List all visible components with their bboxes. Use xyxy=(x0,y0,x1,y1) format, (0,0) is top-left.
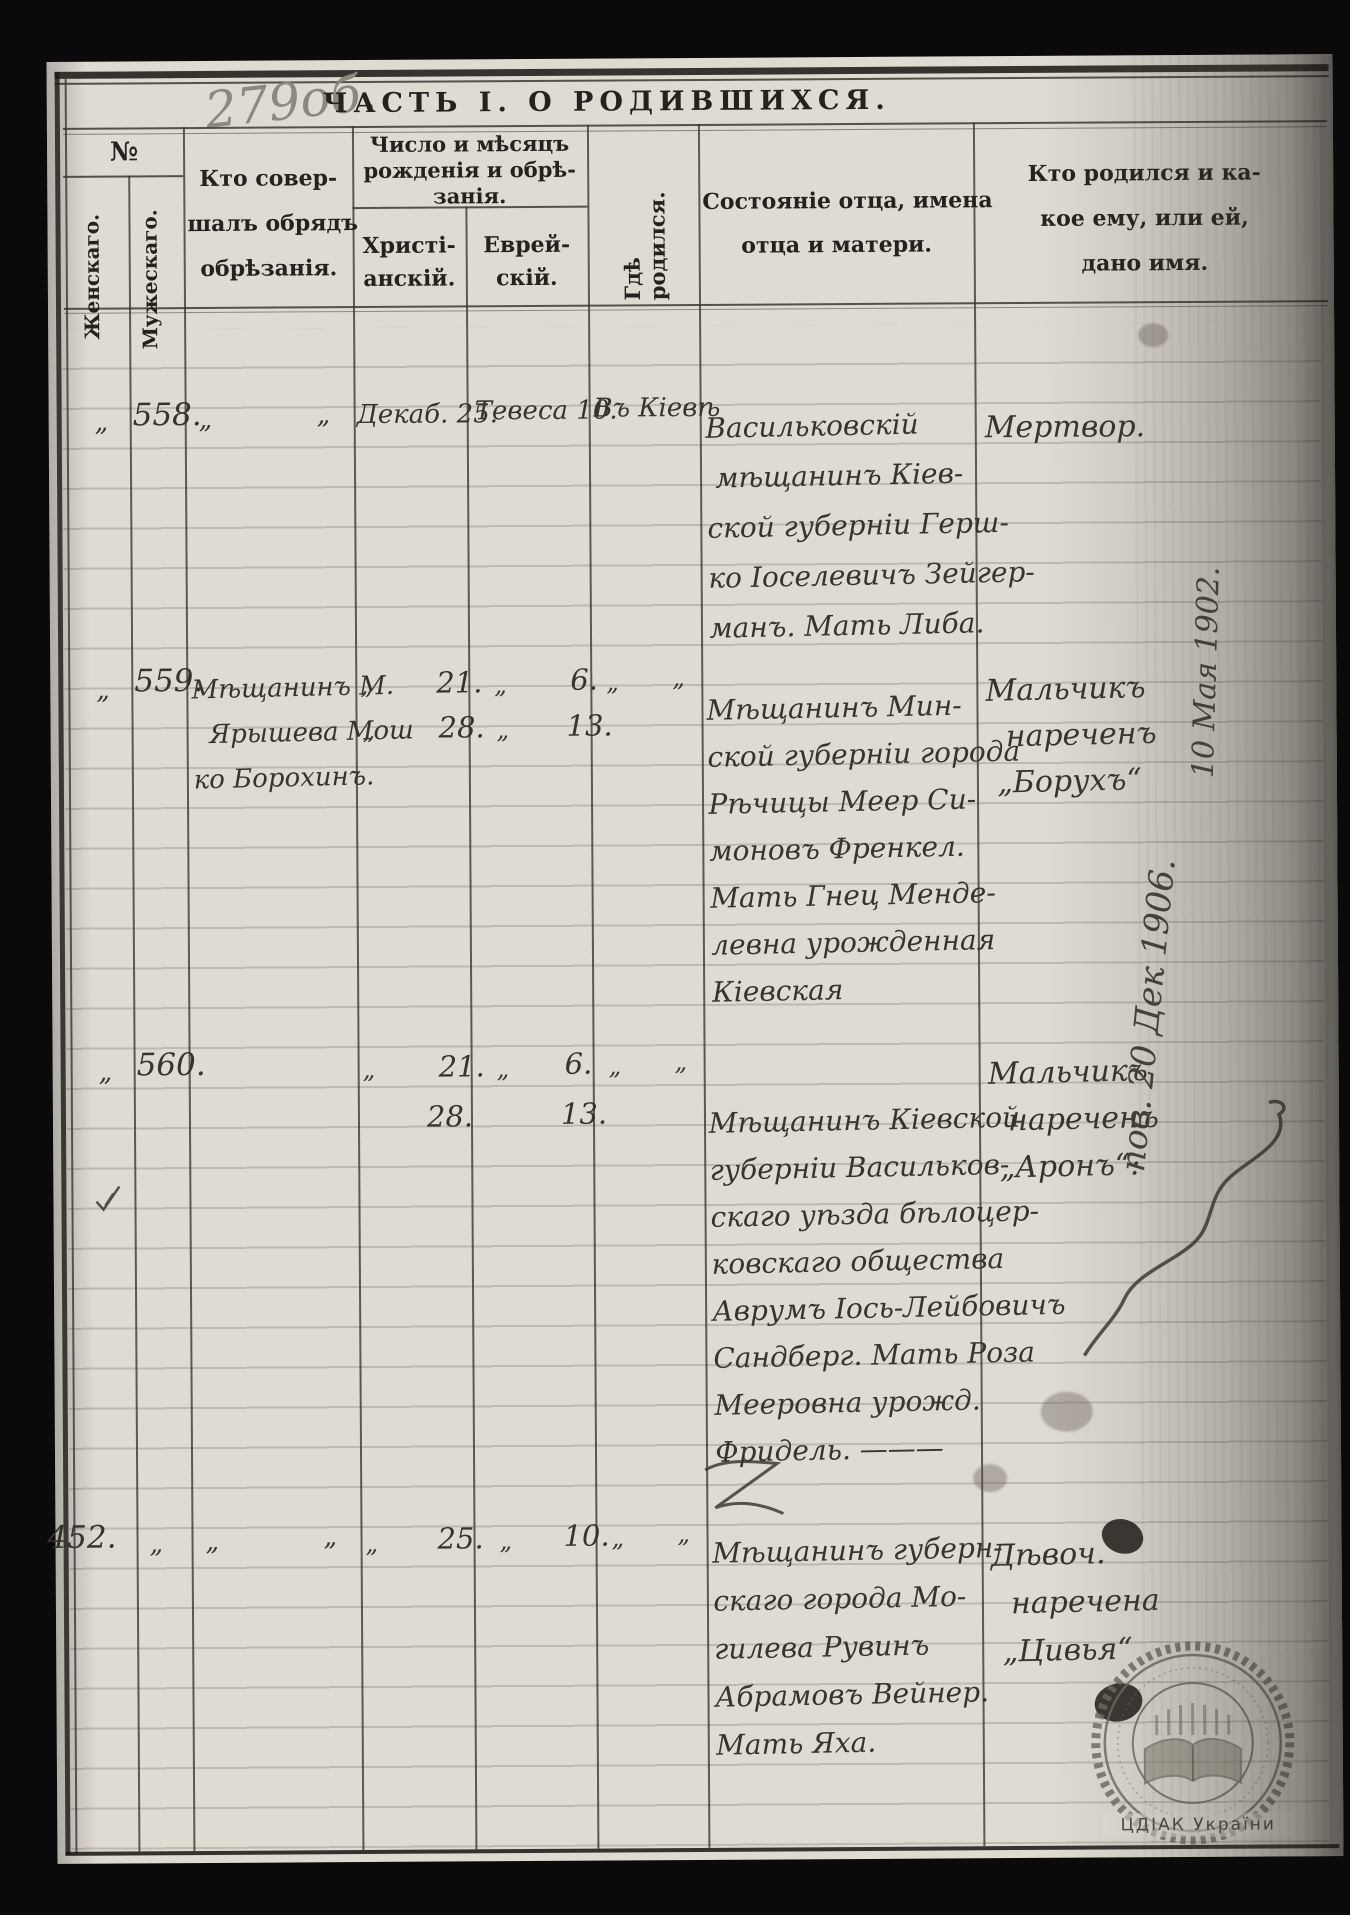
where-ditto-right-559: „ xyxy=(672,664,685,693)
check-mark-ink xyxy=(95,1185,121,1212)
where-ditto-right-560: „ xyxy=(674,1048,688,1077)
entry-number-560: 560. xyxy=(136,1046,206,1084)
male-ditto-452: „ xyxy=(149,1529,164,1560)
archive-stamp-caption: ЦДІАК України xyxy=(1103,1812,1294,1838)
where-ditto-right-452: „ xyxy=(677,1520,691,1549)
father-info-558: Васильковскій мѣщанинъ Кіев-ской губерні… xyxy=(705,407,1036,645)
child-name-558: Мертвор. xyxy=(984,409,1146,446)
female-ditto-560: „ xyxy=(98,1057,113,1088)
col-line-christian-jewish xyxy=(465,206,478,1850)
where-ditto-left-452: „ xyxy=(611,1524,625,1553)
where-born-558: Въ Кіевѣ xyxy=(593,392,721,424)
christian-ditto-1-559: „ xyxy=(360,671,373,701)
jewish-ditto-1-560: „ xyxy=(496,1055,510,1084)
smudge-1 xyxy=(1040,1391,1093,1432)
header-jewish-date: Еврей-скій. xyxy=(483,231,571,292)
header-officiant: Кто совер-шалъ обрядъ обрѣзанія. xyxy=(187,165,359,283)
record-560: „ 560. „ 21. 28. „ 6. 13. „ „ Мѣщанинъ К… xyxy=(47,54,1333,1515)
record-452: 452. „ „ „ „ 25. „ 10. „ „ Мѣщанинъ губе… xyxy=(47,54,1333,1762)
entry-number-452: 452. xyxy=(47,1519,117,1556)
pen-flourish-560 xyxy=(1082,1099,1286,1357)
jewish-2-559: 13. xyxy=(566,708,613,743)
christian-1-559: 21. xyxy=(436,665,483,700)
female-ditto-558: „ xyxy=(94,407,109,438)
father-info-560: Мѣщанинъ Кіевской губерніи Васильков-скаг… xyxy=(708,1100,1066,1469)
record-558: „ 558. „ „ Декаб. 25. Тевеса 10. Въ Кіев… xyxy=(47,54,1333,645)
christian-2-559: 28. xyxy=(438,710,485,745)
smudge-3 xyxy=(1138,323,1169,348)
col-line-where-father xyxy=(697,123,711,1848)
christian-1-560: 21. xyxy=(438,1049,485,1084)
officiant-ditto-left-452: „ xyxy=(205,1526,220,1558)
jewish-ditto-1-452: „ xyxy=(499,1527,513,1556)
document-page: 279об. ЧАСТЬ I. О РОДИВШИХСЯ. № Женскаго… xyxy=(46,54,1344,1864)
christian-2-560: 28. xyxy=(426,1099,474,1134)
female-ditto-559: „ xyxy=(96,675,110,706)
page-title: ЧАСТЬ I. О РОДИВШИХСЯ. xyxy=(322,84,891,120)
header-where-born: Гдѣ родился. xyxy=(619,191,670,301)
record-559: „ 559. Мѣщанинъ М. Ярышева Мош ко Борохин… xyxy=(47,54,1333,1009)
officiant-559: Мѣщанинъ М. Ярышева Мош ко Борохинъ. xyxy=(191,670,415,796)
page-fold-line xyxy=(1319,120,1333,1845)
header-child-name: Кто родился и ка-кое ему, или ей, дано им… xyxy=(1027,159,1261,277)
header-father: Состояніе отца, имена отца и матери. xyxy=(702,187,993,259)
christian-ditto-2-559: „ xyxy=(362,716,376,746)
jewish-1-452: 10. xyxy=(563,1518,610,1553)
jewish-1-560: 6. xyxy=(564,1046,593,1081)
christian-ditto-1-452: „ xyxy=(365,1529,379,1559)
open-book-icon xyxy=(1143,1702,1243,1785)
officiant-ditto-right-558: „ xyxy=(316,400,331,431)
number-header-underline xyxy=(63,175,184,178)
father-info-559: Мѣщанинъ Мин-ской губерніи города Рѣчицы … xyxy=(706,688,1021,1009)
header-number-sign: № xyxy=(109,137,139,168)
jewish-ditto-2-559: „ xyxy=(496,716,510,745)
col-line-male-officiant xyxy=(182,127,196,1852)
where-ditto-left-559: „ xyxy=(606,668,619,697)
entry-number-558: 558. xyxy=(132,397,202,434)
col-line-jewish-where xyxy=(586,124,600,1849)
where-ditto-left-560: „ xyxy=(608,1052,622,1081)
officiant-ditto-right-452: „ xyxy=(323,1522,338,1553)
father-info-452: Мѣщанинъ губерн-скаго города Мо-гилева Р… xyxy=(711,1530,1004,1762)
christian-1-452: 25. xyxy=(437,1521,484,1556)
smudge-2 xyxy=(973,1464,1008,1493)
header-female: Женскаго. xyxy=(79,213,105,340)
header-male: Мужескаго. xyxy=(137,209,163,350)
header-dates-group: Число и мѣсяцъ рожденія и обрѣ-занія. xyxy=(363,130,576,209)
child-name-559: Мальчикъ нареченъ „Борухъ“ xyxy=(985,670,1157,801)
christian-ditto-1-560: „ xyxy=(362,1055,376,1085)
jewish-1-559: 6. xyxy=(570,662,599,697)
col-line-officiant-dates xyxy=(351,126,365,1851)
header-christian-date: Христі-анскій. xyxy=(362,232,456,293)
pen-mark-z xyxy=(704,1459,785,1515)
jewish-2-560: 13. xyxy=(560,1096,608,1131)
jewish-ditto-1-559: „ xyxy=(494,671,507,700)
officiant-ditto-left-558: „ xyxy=(198,404,213,436)
